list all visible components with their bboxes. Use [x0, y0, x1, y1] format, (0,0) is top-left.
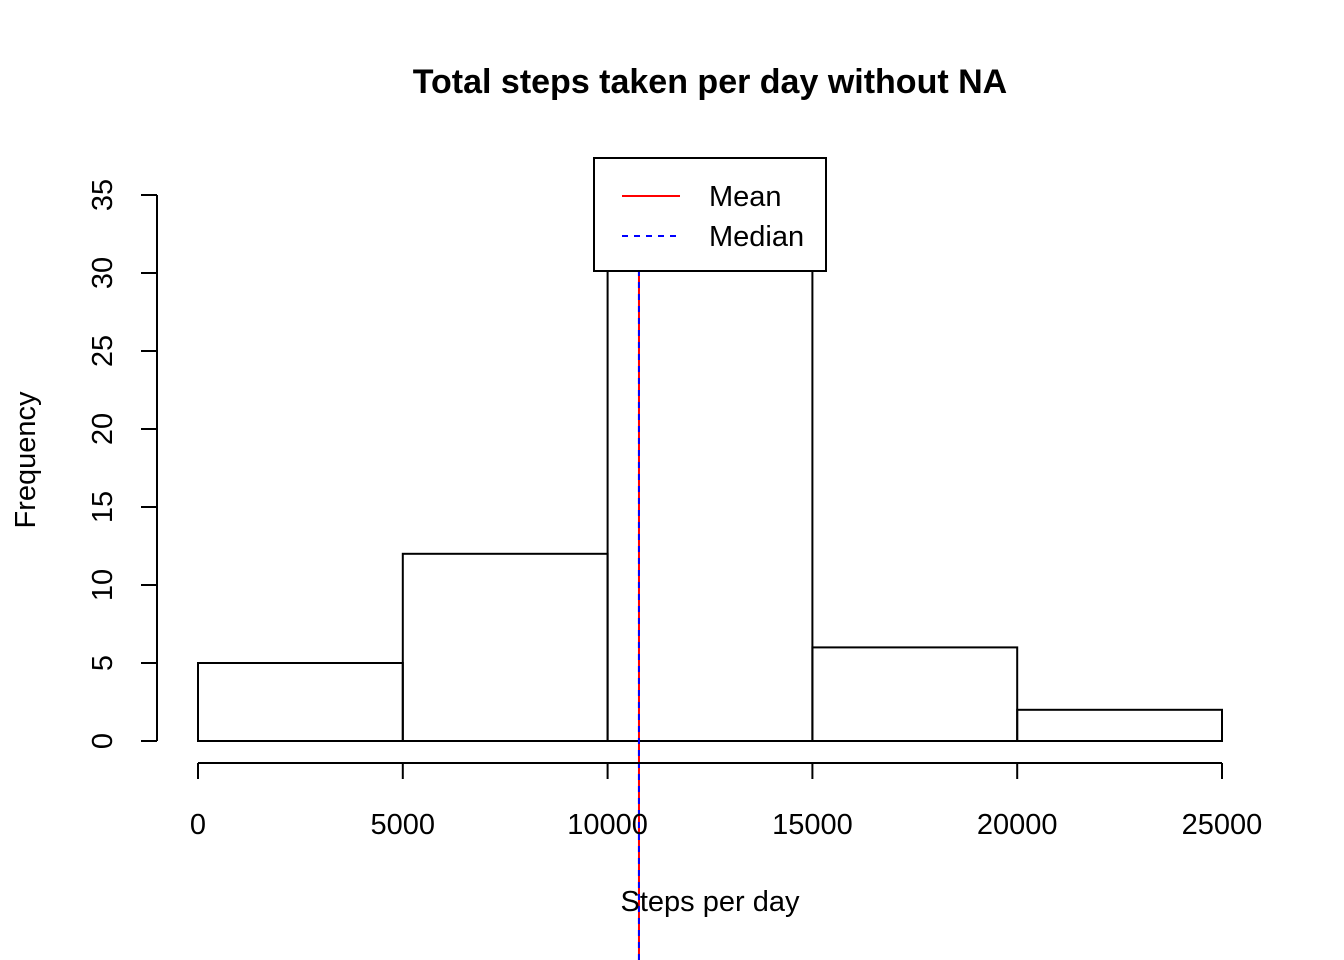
y-tick-label-1: 5: [87, 655, 119, 671]
y-tick-label-0: 0: [87, 733, 119, 749]
histogram-bar-1: [401, 552, 609, 742]
x-tick-label-3: 15000: [772, 809, 853, 841]
y-tick-label-3: 15: [87, 491, 119, 523]
histogram-bar-4: [1016, 708, 1224, 742]
x-tick-label-4: 20000: [977, 809, 1058, 841]
histogram-bar-0: [197, 662, 404, 742]
x-tick-label-1: 5000: [371, 809, 436, 841]
chart-title: Total steps taken per day without NA: [413, 63, 1007, 101]
x-axis: 0 5000 10000 15000 20000 25000: [190, 762, 1263, 841]
histogram-bar-3: [811, 646, 1019, 743]
x-tick-label-0: 0: [190, 809, 206, 841]
histogram-bars: [197, 178, 1224, 743]
y-tick-label-6: 30: [87, 257, 119, 289]
x-tick-label-5: 25000: [1182, 809, 1263, 841]
y-axis-label: Frequency: [10, 391, 42, 529]
x-tick-label-2: 10000: [567, 809, 648, 841]
legend-label-median: Median: [709, 221, 804, 253]
y-tick-label-2: 10: [87, 569, 119, 601]
y-tick-label-7: 35: [87, 179, 119, 211]
y-tick-label-5: 25: [87, 335, 119, 367]
legend-label-mean: Mean: [709, 181, 782, 213]
y-axis: 0 5 10 15 20 25 30 35: [87, 179, 158, 749]
y-tick-label-4: 20: [87, 413, 119, 445]
legend: Mean Median: [593, 157, 827, 272]
x-axis-label: Steps per day: [621, 886, 800, 918]
legend-box: [593, 157, 827, 272]
